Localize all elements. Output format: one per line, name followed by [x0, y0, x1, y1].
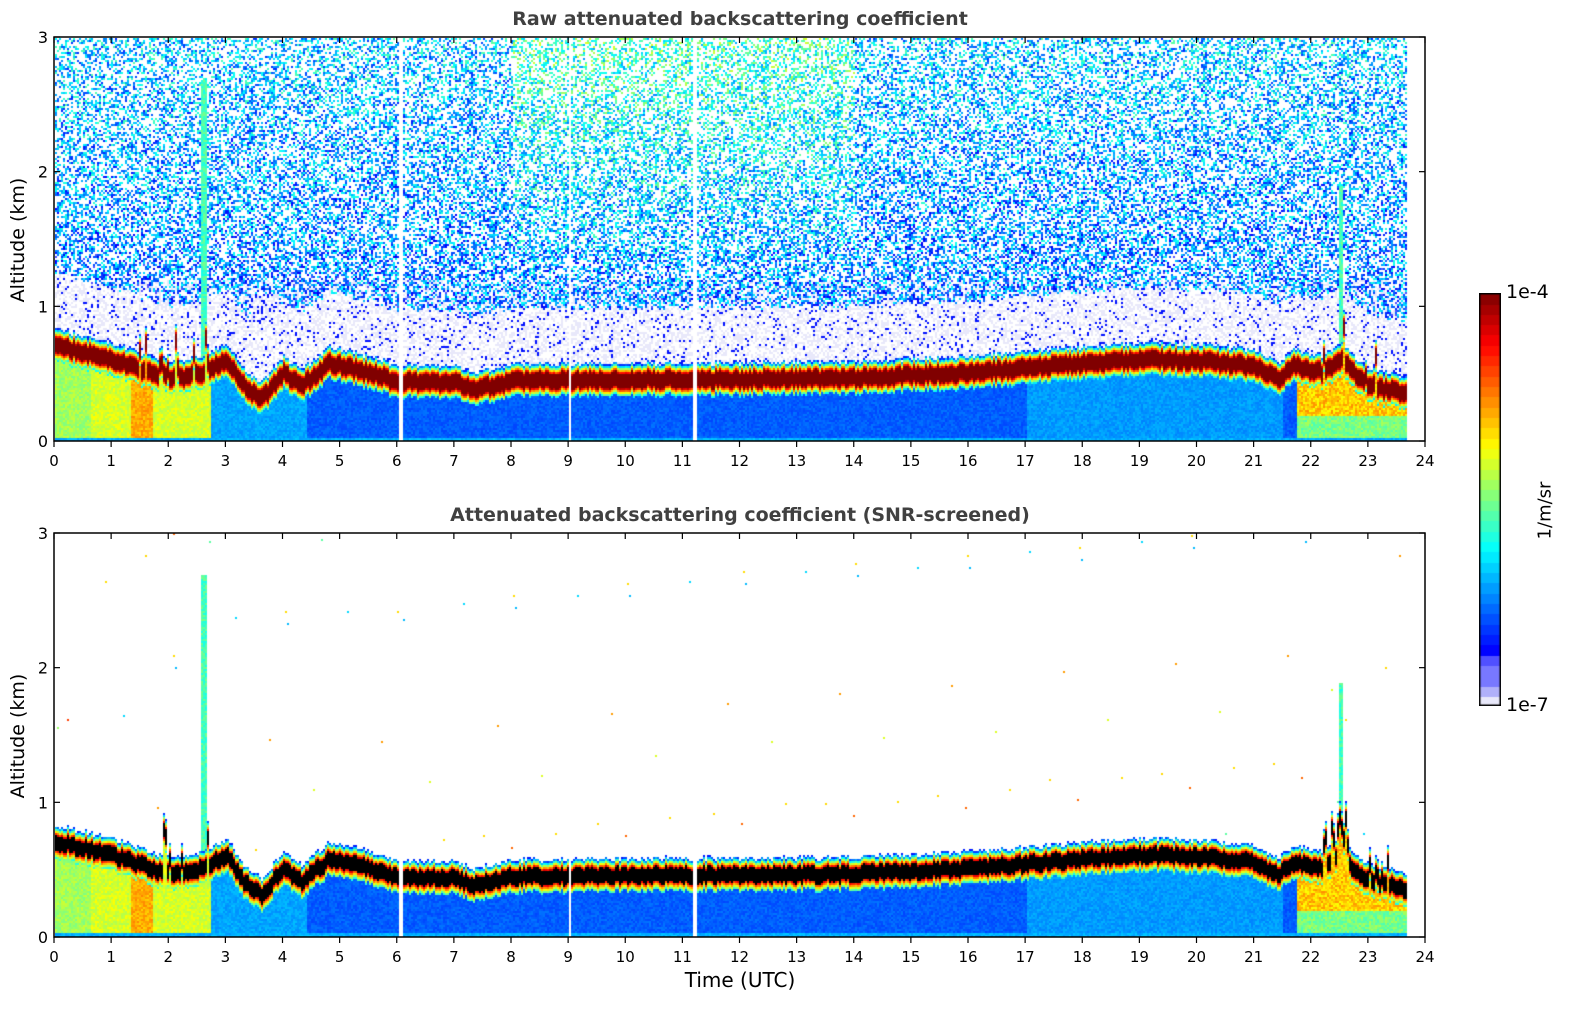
- y-tick-label: 3: [38, 28, 48, 47]
- x-tick-label: 15: [901, 452, 920, 470]
- x-tick-label: 12: [730, 948, 749, 966]
- x-axis-label: Time (UTC): [684, 968, 796, 992]
- x-tick-label: 13: [787, 452, 806, 470]
- x-tick-label: 4: [278, 948, 288, 966]
- x-tick-label: 22: [1301, 452, 1320, 470]
- heatmap-raw: [55, 38, 1425, 441]
- x-tick-label: 18: [1073, 452, 1092, 470]
- chart-panel-raw: Raw attenuated backscattering coefficien…: [0, 0, 1460, 500]
- x-tick-label: 10: [616, 452, 635, 470]
- x-tick-label: 22: [1301, 948, 1320, 966]
- x-tick-label: 14: [844, 948, 863, 966]
- x-tick-label: 2: [163, 948, 173, 966]
- x-tick-label: 24: [1415, 948, 1434, 966]
- chart-panel-screened: Attenuated backscattering coefficient (S…: [7, 504, 1435, 992]
- x-tick-label: 16: [958, 948, 977, 966]
- x-tick-label: 1: [106, 948, 116, 966]
- y-tick-label: 1: [38, 297, 48, 316]
- x-tick-label: 10: [616, 948, 635, 966]
- x-tick-label: 17: [1016, 948, 1035, 966]
- x-tick-label: 1: [106, 452, 116, 470]
- x-tick-label: 13: [787, 948, 806, 966]
- x-tick-label: 0: [49, 948, 59, 966]
- plot-frame: [53, 532, 1426, 938]
- x-tick-label: 2: [163, 452, 173, 470]
- y-tick-label: 0: [38, 432, 48, 451]
- axes-raw: 0 1 2 3 4 5 6 7 8 9 10 11 12 13 14 15 16 17 18 19 20 21 22 23 24…: [38, 28, 1435, 470]
- x-tick-label: 23: [1358, 948, 1377, 966]
- colorbar-max-label: 1e-4: [1506, 281, 1549, 303]
- x-tick-label: 20: [1187, 452, 1206, 470]
- x-tick-label: 11: [673, 948, 692, 966]
- x-tick-label: 15: [901, 948, 920, 966]
- y-tick-label: 0: [38, 928, 48, 947]
- colorbar-min-label: 1e-7: [1506, 694, 1549, 716]
- y-tick-label: 2: [38, 163, 48, 182]
- x-tick-label: 8: [506, 948, 516, 966]
- x-tick-label: 3: [221, 948, 231, 966]
- x-tick-label: 19: [1130, 948, 1149, 966]
- x-tick-label: 23: [1358, 452, 1377, 470]
- x-tick-label: 14: [844, 452, 863, 470]
- y-tick-label: 3: [38, 524, 48, 543]
- x-tick-label: 21: [1244, 948, 1263, 966]
- x-tick-label: 0: [49, 452, 59, 470]
- y-tick-label: 2: [38, 659, 48, 678]
- x-tick-label: 7: [449, 948, 459, 966]
- x-tick-label: 3: [221, 452, 231, 470]
- axes-screened: 0 1 2 3 4 5 6 7 8 9 10 11 12 13 14 15 16 17 18 19 20 21 22 23 24…: [38, 524, 1435, 966]
- x-tick-label: 20: [1187, 948, 1206, 966]
- x-tick-label: 16: [958, 452, 977, 470]
- x-tick-label: 21: [1244, 452, 1263, 470]
- x-tick-label: 17: [1016, 452, 1035, 470]
- chart-title-raw: Raw attenuated backscattering coefficien…: [512, 8, 968, 30]
- x-tick-label: 6: [392, 452, 402, 470]
- x-tick-label: 8: [506, 452, 516, 470]
- x-tick-label: 9: [563, 948, 573, 966]
- x-tick-label: 5: [335, 948, 345, 966]
- x-tick-label: 7: [449, 452, 459, 470]
- x-tick-label: 18: [1073, 948, 1092, 966]
- colorbar: [1479, 293, 1501, 706]
- chart-title-screened: Attenuated backscattering coefficient (S…: [450, 504, 1030, 526]
- x-tick-label: 24: [1415, 452, 1434, 470]
- x-tick-label: 6: [392, 948, 402, 966]
- heatmap-screened: [55, 533, 1425, 937]
- y-tick-label: 1: [38, 793, 48, 812]
- x-tick-label: 12: [730, 452, 749, 470]
- x-tick-label: 4: [278, 452, 288, 470]
- x-tick-label: 5: [335, 452, 345, 470]
- x-tick-label: 9: [563, 452, 573, 470]
- y-axis-label-screened: Altitude (km): [7, 673, 29, 799]
- colorbar-unit-label: 1/m/sr: [1534, 481, 1556, 540]
- x-tick-label: 11: [673, 452, 692, 470]
- x-tick-label: 19: [1130, 452, 1149, 470]
